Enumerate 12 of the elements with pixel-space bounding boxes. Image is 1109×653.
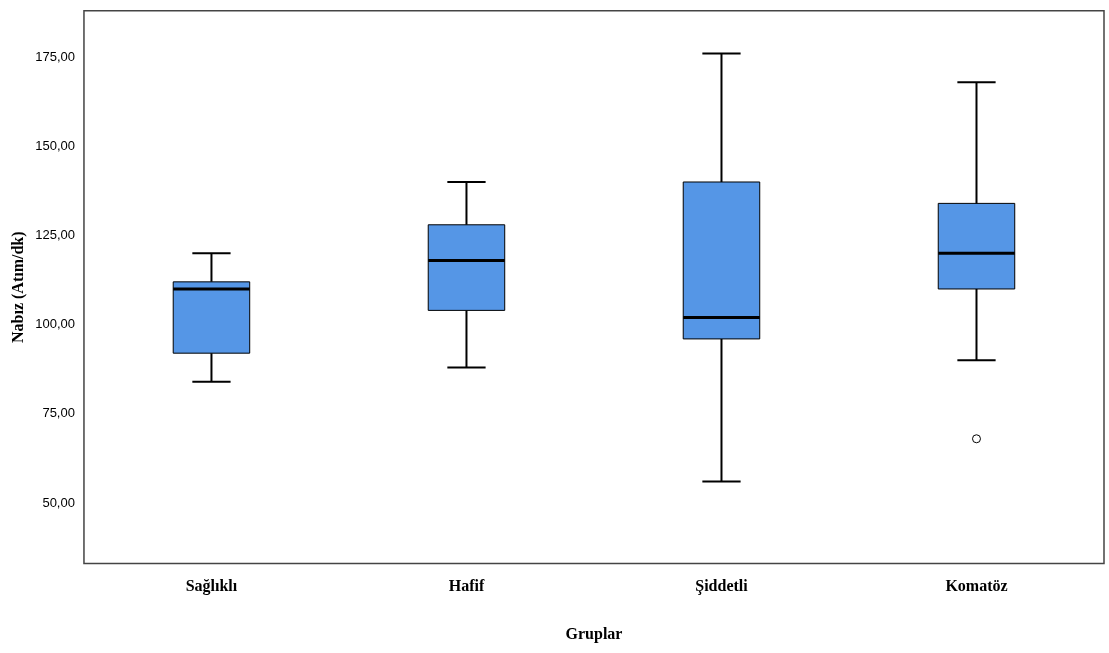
x-axis-title: Gruplar [565, 624, 623, 643]
x-tick-label: Komatöz [945, 577, 1008, 595]
y-axis-title: Nabız (Atım/dk) [8, 231, 27, 343]
y-tick-label: 75,00 [42, 405, 75, 421]
y-tick-label: 100,00 [35, 316, 75, 332]
y-tick-label: 50,00 [42, 494, 75, 510]
x-tick-label: Şiddetli [695, 577, 749, 596]
y-tick-label: 125,00 [35, 227, 75, 243]
x-tick-label: Sağlıklı [185, 577, 238, 596]
y-tick-label: 150,00 [35, 137, 75, 153]
x-tick-label: Hafif [448, 577, 485, 595]
y-tick-label: 175,00 [35, 48, 75, 64]
